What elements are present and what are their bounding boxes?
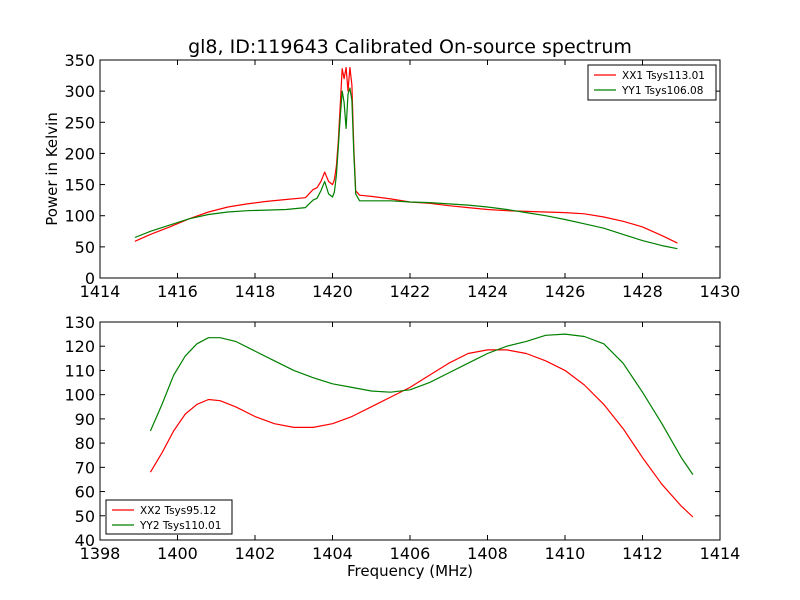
y-tick-label: 90 [75, 410, 95, 429]
y-tick-label: 250 [64, 113, 95, 132]
y-tick-label: 110 [64, 361, 95, 380]
y-axis-label: Power in Kelvin [43, 112, 61, 226]
y-tick-label: 60 [75, 483, 95, 502]
legend-label: XX1 Tsys113.01 [622, 70, 705, 82]
x-tick-label: 1412 [622, 544, 663, 563]
figure-title: gl8, ID:119643 Calibrated On-source spec… [188, 36, 632, 58]
y-tick-label: 50 [75, 507, 95, 526]
y-tick-label: 40 [75, 531, 95, 550]
legend: XX1 Tsys113.01 YY1 Tsys106.08 [587, 64, 717, 101]
y-tick-label: 0 [85, 269, 95, 288]
y-tick-label: 50 [75, 238, 95, 257]
top-spectrum-panel: 1414 1416 1418 1420 1422 1424 1426 1428 1430 0 50 1… [43, 51, 740, 301]
x-tick-label: 1416 [157, 282, 198, 301]
legend-box [587, 64, 717, 101]
series-line-yy2 [149, 333, 694, 475]
x-tick-label: 1410 [545, 544, 586, 563]
x-tick-label: 1424 [467, 282, 508, 301]
x-axis-label: Frequency (MHz) [347, 562, 473, 580]
x-tick-label: 1414 [80, 282, 121, 301]
y-tick-label: 350 [64, 51, 95, 70]
y-tick-label: 200 [64, 144, 95, 163]
legend-label: YY1 Tsys106.08 [621, 85, 703, 97]
x-tick-label: 1422 [390, 282, 431, 301]
y-tick-label: 70 [75, 458, 95, 477]
x-tick-label: 1398 [80, 544, 121, 563]
legend-box [105, 499, 233, 535]
legend-label: YY2 Tsys110.01 [139, 520, 221, 532]
x-tick-label: 1428 [622, 282, 663, 301]
x-tick-label: 1418 [235, 282, 276, 301]
y-tick-label: 100 [64, 386, 95, 405]
x-tick-label: 1406 [390, 544, 431, 563]
legend: XX2 Tsys95.12 YY2 Tsys110.01 [105, 499, 233, 535]
x-tick-label: 1402 [235, 544, 276, 563]
x-tick-label: 1414 [700, 544, 741, 563]
y-tick-label: 100 [64, 207, 95, 226]
x-tick-label: 1430 [700, 282, 741, 301]
y-tick-label: 120 [64, 337, 95, 356]
x-tick-label: 1426 [545, 282, 586, 301]
y-tick-label: 130 [64, 313, 95, 332]
x-tick-label: 1420 [312, 282, 353, 301]
series-line-xx1 [134, 66, 678, 244]
bottom-spectrum-panel: 1398 1400 1402 1404 1406 1408 1410 1412 1414 40 50… [64, 313, 740, 580]
x-tick-label: 1400 [157, 544, 198, 563]
series-line-xx2 [149, 349, 694, 518]
x-tick-label: 1404 [312, 544, 353, 563]
series-line-yy1 [134, 87, 678, 250]
x-tick-label: 1408 [467, 544, 508, 563]
y-tick-label: 300 [64, 82, 95, 101]
y-tick-label: 80 [75, 434, 95, 453]
y-tick-label: 150 [64, 176, 95, 195]
legend-label: XX2 Tsys95.12 [140, 505, 216, 517]
